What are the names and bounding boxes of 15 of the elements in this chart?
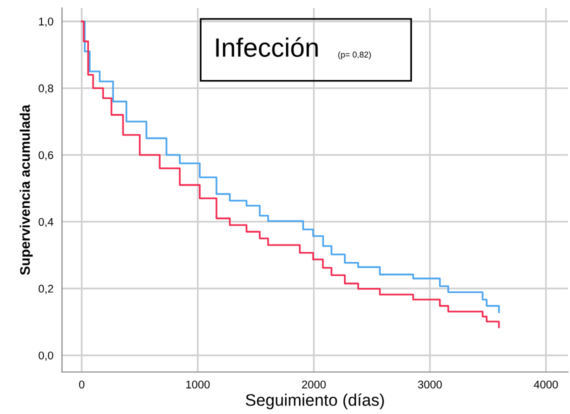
y-tick-label: 0,8 <box>38 84 54 94</box>
x-tick-label: 1000 <box>186 380 210 388</box>
y-tick-label: 1,0 <box>39 18 54 27</box>
x-axis-title: Seguimiento (días) <box>246 393 384 410</box>
text: Infección <box>216 37 318 57</box>
x-tick-label: 3000 <box>418 380 442 388</box>
y-axis-title: Supervivencia acumulada <box>20 104 33 275</box>
x-tick-label: 0 <box>79 380 84 388</box>
x-tick-label: 2000 <box>302 380 326 388</box>
y-tick-label: 0,6 <box>38 151 54 160</box>
y-tick-label: 0,0 <box>38 352 54 361</box>
x-tick-label: 4000 <box>534 380 558 388</box>
y-tick-label: 0,4 <box>38 218 54 228</box>
y-tick-label: 0,2 <box>38 284 54 294</box>
annotation: (p= 0,82) <box>338 51 371 60</box>
